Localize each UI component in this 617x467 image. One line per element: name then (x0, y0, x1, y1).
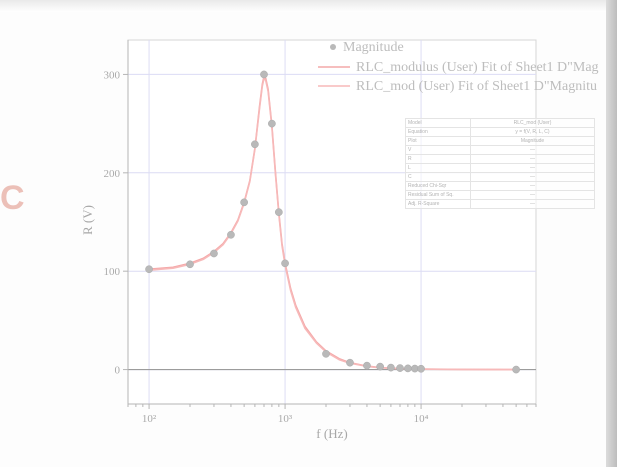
y-tick-label: 300 (104, 69, 121, 81)
x-tick-label: 10² (142, 413, 157, 425)
param-name: Plot (405, 136, 471, 146)
param-value: RLC_mod (User) (470, 118, 595, 128)
y-axis-label: R (V) (80, 205, 95, 235)
data-point (210, 249, 218, 258)
data-point (260, 70, 268, 79)
data-point (404, 364, 412, 373)
logo-fragment-icon: C (0, 179, 25, 217)
x-tick-label: 10⁴ (414, 413, 429, 425)
param-name: Residual Sum of Sq. (405, 190, 471, 200)
y-tick-label: 200 (104, 168, 121, 180)
param-row: R — (405, 154, 595, 164)
param-name: Model (405, 118, 471, 128)
param-value: y = f(V, R, L, C) (470, 127, 595, 137)
param-value: — (470, 199, 595, 209)
data-point (396, 364, 404, 372)
param-value: — (470, 190, 595, 200)
param-name: Equation (405, 127, 471, 137)
data-point (240, 198, 248, 207)
data-point (417, 364, 425, 373)
param-name: Adj. R-Square (405, 199, 471, 209)
param-value: Magnitude (470, 136, 595, 146)
data-point (346, 358, 354, 367)
param-name: Reduced Chi-Sqr (405, 181, 471, 191)
y-tick-label: 100 (104, 266, 121, 278)
legend[interactable]: Magnitude RLC_modulus (User) Fit of Shee… (318, 40, 599, 94)
data-point (268, 119, 276, 128)
data-point (322, 349, 330, 358)
param-row: V — (405, 145, 595, 155)
param-row: Residual Sum of Sq. — (405, 190, 595, 200)
data-point (281, 259, 289, 268)
window-edge (606, 0, 617, 467)
param-name: C (405, 172, 471, 182)
data-point (363, 361, 371, 370)
data-point (512, 365, 520, 374)
param-value: — (470, 145, 595, 155)
param-row: C — (405, 172, 595, 182)
legend-label-magnitude: Magnitude (343, 40, 404, 55)
y-ticks: 0 100 200 300 (104, 40, 129, 404)
param-name: R (405, 154, 471, 164)
fit-curve-2 (149, 77, 517, 371)
data-point (227, 230, 235, 239)
param-row: Model RLC_mod (User) (405, 118, 595, 128)
legend-marker-magnitude (330, 44, 336, 50)
y-tick-label: 0 (115, 365, 121, 377)
x-ticks: 10² 10³ 10⁴ (127, 403, 537, 425)
fit-curves (149, 75, 517, 371)
param-name: V (405, 145, 471, 155)
data-point (274, 208, 283, 217)
param-row: Plot Magnitude (405, 136, 595, 146)
plot-frame (127, 39, 537, 405)
param-value: — (470, 163, 595, 173)
x-axis-label: f (Hz) (316, 426, 347, 441)
data-points (145, 70, 520, 374)
data-point (251, 140, 259, 149)
data-point (186, 260, 194, 269)
param-row: Reduced Chi-Sqr — (405, 181, 595, 191)
param-value: — (470, 181, 595, 191)
data-point (145, 265, 153, 274)
legend-label-fit-1: RLC_modulus (User) Fit of Sheet1 D"Mag (356, 60, 599, 75)
data-point (376, 362, 384, 371)
param-row: Adj. R-Square — (405, 199, 595, 209)
param-value: — (470, 172, 595, 182)
param-row: L — (405, 163, 595, 173)
data-point (387, 363, 395, 372)
legend-label-fit-2: RLC_mod (User) Fit of Sheet1 D"Magnitu (356, 79, 597, 94)
param-row: Equation y = f(V, R, L, C) (405, 127, 595, 137)
param-name: L (405, 163, 471, 173)
x-tick-label: 10³ (278, 413, 293, 425)
fit-parameters-table: Model RLC_mod (User) Equation y = f(V, R, L… (405, 118, 595, 209)
param-value: — (470, 154, 595, 164)
